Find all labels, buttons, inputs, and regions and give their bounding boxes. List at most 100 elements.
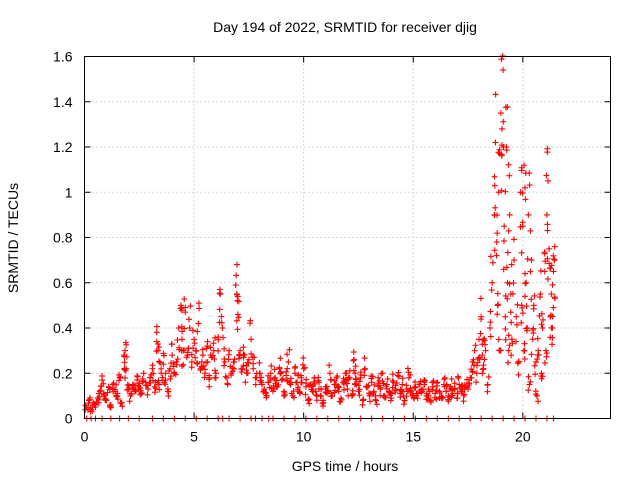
chart-title: Day 194 of 2022, SRMTID for receiver dji…: [213, 19, 477, 35]
data-point: [478, 316, 485, 323]
data-point: [491, 182, 498, 189]
data-point: [147, 374, 154, 381]
data-point: [387, 397, 394, 404]
y-tick-label: 1.6: [53, 49, 73, 65]
data-point: [122, 347, 129, 354]
data-point: [301, 364, 308, 371]
data-point: [502, 104, 509, 111]
y-tick-label: 0: [65, 411, 73, 427]
data-point: [518, 249, 525, 256]
data-point: [532, 371, 539, 378]
data-point: [531, 292, 538, 299]
data-point: [438, 393, 445, 400]
data-point: [166, 367, 173, 374]
data-point: [527, 268, 534, 275]
data-point: [178, 363, 185, 370]
data-point: [363, 384, 370, 391]
data-point: [96, 393, 103, 400]
data-point: [154, 340, 161, 347]
data-point: [550, 304, 557, 311]
data-point: [498, 187, 505, 194]
data-point: [160, 350, 167, 357]
data-point: [284, 351, 291, 358]
data-point: [195, 320, 202, 327]
data-point: [399, 375, 406, 382]
data-point: [100, 380, 107, 387]
data-point: [534, 352, 541, 359]
data-point: [469, 369, 476, 376]
data-point: [102, 395, 109, 402]
data-point: [216, 286, 223, 293]
data-point: [374, 401, 381, 408]
data-point: [215, 347, 222, 354]
data-point: [278, 377, 285, 384]
data-point: [234, 311, 241, 318]
y-axis-label: SRMTID / TECUs: [5, 183, 21, 293]
data-point: [263, 392, 270, 399]
data-point: [247, 317, 254, 324]
data-point: [190, 345, 197, 352]
data-point: [521, 162, 528, 169]
data-point: [160, 361, 167, 368]
y-tick-label: 0.6: [53, 275, 73, 291]
data-point: [504, 295, 511, 302]
data-point: [100, 390, 107, 397]
data-point: [539, 325, 546, 331]
data-point: [455, 373, 462, 380]
data-point: [225, 356, 232, 363]
data-point: [248, 336, 255, 343]
data-point: [451, 385, 458, 392]
data-point: [545, 177, 552, 184]
data-point: [475, 355, 482, 362]
data-point: [505, 347, 512, 354]
data-point: [298, 379, 305, 386]
data-point: [544, 145, 551, 152]
data-point: [315, 377, 322, 384]
data-point: [521, 355, 528, 362]
data-point: [379, 378, 386, 385]
data-point: [310, 378, 317, 385]
data-point: [313, 397, 320, 404]
y-tick-label: 0.2: [53, 365, 73, 381]
data-point: [349, 387, 356, 394]
data-point: [451, 380, 458, 387]
data-point: [522, 270, 529, 277]
data-point: [538, 321, 545, 328]
data-point: [527, 227, 534, 234]
data-point: [380, 393, 387, 400]
data-point: [500, 118, 507, 125]
data-point: [481, 335, 488, 342]
data-point: [178, 307, 185, 314]
data-point: [117, 400, 124, 407]
data-point: [472, 342, 479, 349]
data-point: [384, 375, 391, 382]
data-point: [291, 365, 298, 372]
data-point: [465, 382, 472, 389]
data-point: [401, 397, 408, 404]
data-point: [250, 360, 257, 367]
data-point: [487, 333, 494, 340]
data-point: [300, 355, 307, 362]
data-point: [350, 367, 357, 374]
data-point: [407, 371, 414, 378]
data-point: [187, 303, 194, 310]
data-point: [461, 391, 468, 398]
data-point: [485, 374, 492, 381]
data-point: [113, 381, 120, 388]
data-point: [234, 326, 241, 333]
data-point: [543, 211, 550, 218]
data-point: [92, 403, 99, 410]
data-point: [211, 367, 218, 374]
data-point: [551, 295, 558, 302]
data-point: [336, 398, 343, 405]
data-point: [519, 190, 526, 197]
data-point: [238, 369, 245, 376]
data-point: [530, 325, 537, 332]
data-point: [538, 373, 545, 380]
x-tick-label: 20: [515, 429, 531, 445]
grid-lines: [84, 56, 611, 419]
data-point: [318, 392, 325, 399]
data-point: [482, 347, 489, 354]
data-point: [240, 344, 247, 351]
data-point: [232, 282, 239, 289]
